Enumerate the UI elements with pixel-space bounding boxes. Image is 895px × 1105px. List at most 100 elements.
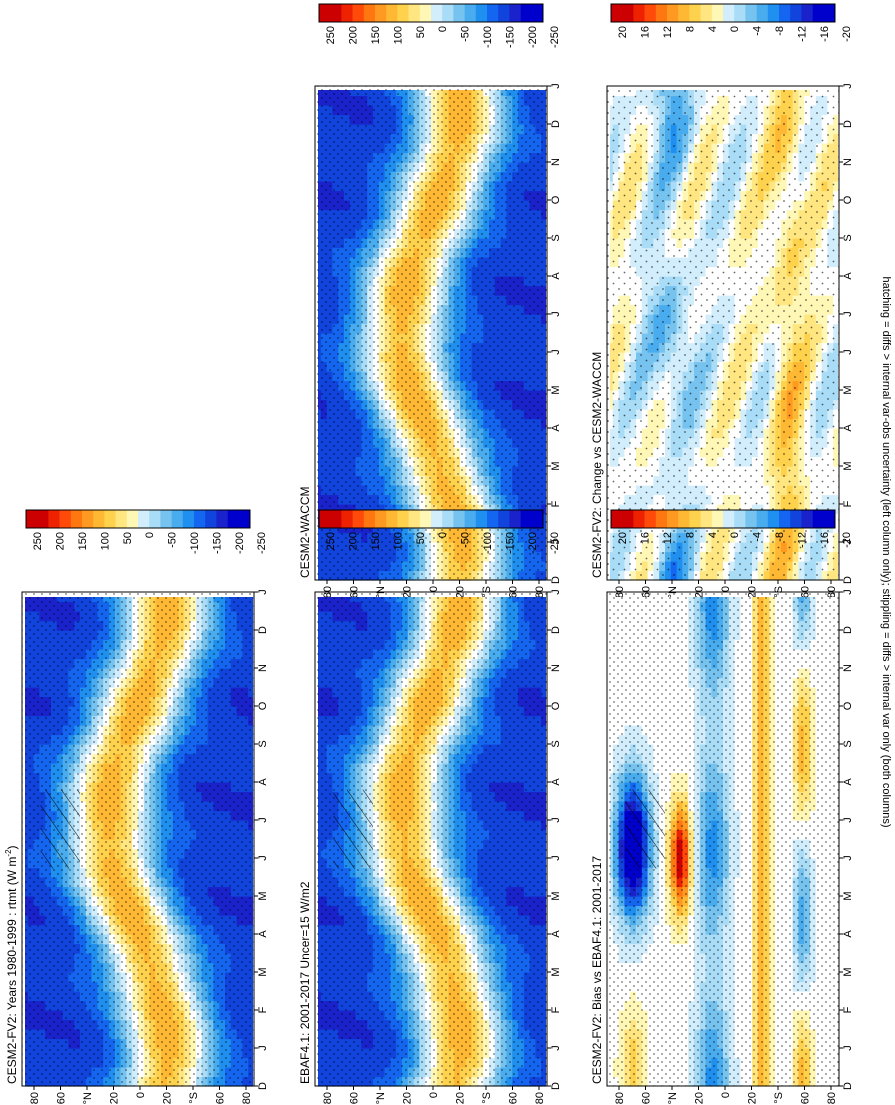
- colorbar: 250 200 150 100 50 0 -50 -100 -150 -200 -250: [25, 509, 268, 554]
- colorbar-swatch: [520, 4, 533, 22]
- colorbar-swatch: [475, 4, 488, 22]
- colorbar-swatch: [531, 4, 544, 22]
- colorbar-label: -100: [189, 532, 201, 554]
- plot-frame: [314, 85, 548, 581]
- month-label: D: [257, 1082, 269, 1090]
- chart-model-1980: D J F M A M J J A S O N D J 80 60 °N 20 0 20 °S 60 80 CESM2-FV2…: [4, 509, 269, 1104]
- lat-label: 80: [241, 1092, 253, 1104]
- colorbar-swatch: [453, 4, 465, 22]
- colorbar-label: 50: [122, 532, 134, 544]
- month-label: S: [257, 740, 269, 747]
- month-label: J: [550, 83, 562, 89]
- colorbar-label: 50: [415, 26, 427, 38]
- colorbar: 250 200 150 100 50 0 -50 -100 -150 -200 -250: [318, 3, 561, 48]
- colorbar-label: -250: [256, 532, 268, 554]
- colorbar-label: 200: [348, 26, 360, 44]
- colorbar-swatch: [171, 510, 184, 528]
- colorbar-swatch: [319, 4, 331, 22]
- colorbar-label: -200: [527, 26, 539, 48]
- month-label: J: [257, 589, 269, 595]
- month-label: J: [550, 311, 562, 317]
- chart-wacc: DJFMAMJJASONDJ8060°N20020°S6080CESM2-WAC…: [298, 3, 562, 598]
- colorbar-swatch: [160, 510, 172, 528]
- month-label: J: [257, 1045, 269, 1051]
- lat-label: 20: [109, 1092, 121, 1104]
- colorbar-swatch: [487, 4, 499, 22]
- month-label: S: [550, 234, 562, 241]
- chart-title: CESM2-WACCM: [298, 486, 312, 578]
- month-label: F: [257, 1006, 269, 1013]
- lat-label: 60: [215, 1092, 227, 1104]
- colorbar-swatch: [59, 510, 72, 528]
- colorbar-label: -50: [167, 532, 179, 548]
- colorbar-swatch: [149, 510, 161, 528]
- title-text: CESM2-FV2: Years 1980-1999 : rtmt (W m: [5, 857, 19, 1084]
- colorbar-swatch: [182, 510, 195, 528]
- colorbar-swatch: [82, 510, 94, 528]
- month-axis: D J F M A M J J A S O N D J: [254, 589, 269, 1090]
- colorbar-swatch: [104, 510, 116, 528]
- month-label: A: [257, 930, 269, 938]
- month-label: A: [550, 424, 562, 432]
- colorbar-label: 0: [144, 532, 156, 538]
- colorbar-frame: [25, 509, 251, 529]
- title-end: ): [5, 845, 19, 849]
- colorbar-swatch: [341, 4, 353, 22]
- colorbar-swatch: [37, 510, 49, 528]
- colorbar-swatch: [386, 4, 398, 22]
- colorbar-swatch: [498, 4, 510, 22]
- colorbar-label: 100: [392, 26, 404, 44]
- lat-label: °S: [188, 1092, 200, 1104]
- colorbar-swatch: [26, 510, 38, 528]
- colorbar-label: 150: [370, 26, 382, 44]
- month-label: D: [257, 626, 269, 634]
- month-label: J: [257, 855, 269, 861]
- colorbar-swatch: [115, 510, 128, 528]
- colorbar-swatch: [93, 510, 105, 528]
- colorbar-swatch: [442, 4, 454, 22]
- lat-label: 80: [29, 1092, 41, 1104]
- colorbar-swatch: [216, 510, 228, 528]
- colorbar-label: 100: [99, 532, 111, 550]
- month-label: O: [257, 701, 269, 710]
- colorbar-swatch: [375, 4, 387, 22]
- month-label: N: [550, 158, 562, 166]
- lat-label: °N: [82, 1092, 94, 1104]
- colorbar-swatch: [408, 4, 421, 22]
- colorbar-label: -200: [234, 532, 246, 554]
- month-label: A: [257, 778, 269, 786]
- month-label: M: [550, 461, 562, 470]
- colorbar-swatch: [509, 4, 521, 22]
- colorbar-swatch: [194, 510, 206, 528]
- colorbar-swatch: [352, 4, 365, 22]
- month-label: M: [257, 891, 269, 900]
- colorbar-swatch: [419, 4, 432, 22]
- month-label: J: [257, 817, 269, 823]
- month-label: F: [550, 500, 562, 507]
- colorbar-swatch: [227, 510, 240, 528]
- month-label: N: [257, 664, 269, 672]
- month-label: M: [257, 967, 269, 976]
- colorbar-swatch: [397, 4, 409, 22]
- lat-label: 60: [56, 1092, 68, 1104]
- colorbar-swatch: [330, 4, 342, 22]
- colorbar-swatch: [48, 510, 60, 528]
- month-label: O: [550, 195, 562, 204]
- colorbar-label: -100: [482, 26, 494, 48]
- colorbar-label: 150: [77, 532, 89, 550]
- colorbar-label: -50: [460, 26, 472, 42]
- plot-frame: [21, 591, 255, 1087]
- month-label: D: [550, 120, 562, 128]
- lat-label: 0: [135, 1092, 147, 1098]
- colorbar-label: 250: [32, 532, 44, 550]
- colorbar-swatch: [431, 4, 443, 22]
- title-superscript: -2: [4, 849, 13, 857]
- colorbar-label: 200: [55, 532, 67, 550]
- month-label: M: [550, 385, 562, 394]
- month-label: D: [550, 576, 562, 584]
- colorbar-frame: [318, 3, 544, 23]
- lat-label: 0: [428, 586, 440, 592]
